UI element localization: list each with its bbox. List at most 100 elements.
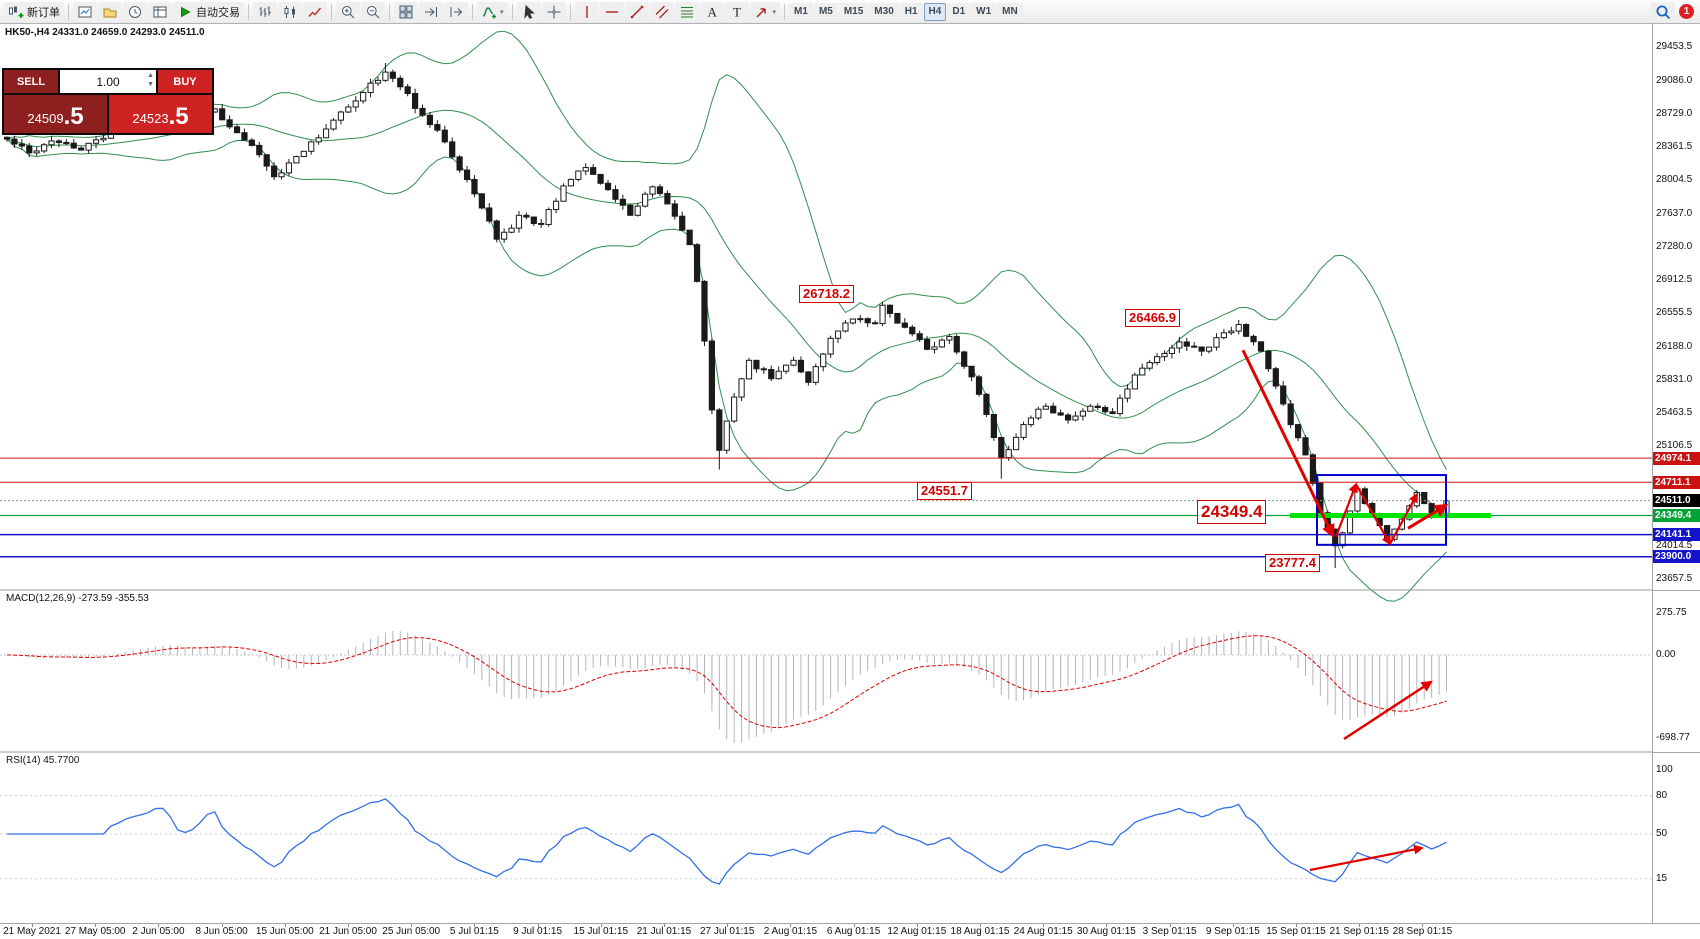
time-axis-tick bbox=[1359, 924, 1361, 927]
toolbar-market-watch-button[interactable] bbox=[123, 1, 147, 22]
time-axis-tick bbox=[284, 924, 286, 927]
sell-button[interactable]: SELL bbox=[4, 70, 58, 93]
toolbar-horizontal-line-button[interactable] bbox=[599, 1, 624, 22]
volume-stepper[interactable]: ▲ ▼ bbox=[147, 71, 154, 89]
timeframe-W1-button[interactable]: W1 bbox=[971, 2, 997, 21]
auto-trading-icon bbox=[181, 6, 191, 17]
volume-input[interactable]: 1.00 ▲ ▼ bbox=[60, 70, 156, 93]
stepper-down-icon[interactable]: ▼ bbox=[147, 81, 154, 88]
toolbar-channel-button[interactable] bbox=[649, 1, 674, 22]
toolbar-data-window-button[interactable] bbox=[148, 1, 172, 22]
rsi-axis-label: 80 bbox=[1656, 789, 1668, 801]
timeframe-H4-button[interactable]: H4 bbox=[923, 2, 947, 21]
notification-badge[interactable]: 1 bbox=[1679, 4, 1694, 19]
price-axis[interactable]: 29453.5 29086.0 28729.0 28361.5 28004.5 27637… bbox=[1652, 24, 1700, 923]
time-axis-label: 12 Aug 01:15 bbox=[887, 926, 947, 937]
price-axis-label: 25106.5 bbox=[1656, 440, 1693, 451]
main-toolbar: 新订单 自动交易 ▾ A T ▾ M1 M5 M15 M30 H1 H4 D1 W1 MN 1 bbox=[0, 0, 1700, 24]
time-axis-tick bbox=[537, 924, 539, 927]
timeframe-MN-button[interactable]: MN bbox=[997, 2, 1023, 21]
buy-price[interactable]: 24523.5 bbox=[109, 95, 212, 133]
toolbar-line-chart-button[interactable] bbox=[303, 1, 327, 22]
toolbar-crosshair-button[interactable] bbox=[541, 1, 566, 22]
toolbar-search-button[interactable] bbox=[1651, 1, 1675, 22]
stepper-up-icon[interactable]: ▲ bbox=[147, 72, 154, 79]
buy-button[interactable]: BUY bbox=[158, 70, 212, 93]
toolbar-bars-chart-button[interactable] bbox=[253, 1, 277, 22]
timeframe-M30-button[interactable]: M30 bbox=[869, 2, 899, 21]
time-axis-tick bbox=[221, 924, 223, 927]
time-axis-tick bbox=[32, 924, 33, 927]
trendline-icon bbox=[630, 5, 643, 18]
toolbar-fibonacci-button[interactable] bbox=[674, 1, 699, 22]
price-annotation[interactable]: 23777.4 bbox=[1265, 554, 1320, 573]
macd-indicator-label: MACD(12,26,9) -273.59 -355.53 bbox=[6, 593, 149, 604]
time-axis-label: 15 Sep 01:15 bbox=[1266, 926, 1326, 937]
price-annotation[interactable]: 26718.2 bbox=[799, 285, 854, 304]
toolbar-arrows-button[interactable]: ▾ bbox=[749, 1, 781, 22]
price-axis-label: 24014.5 bbox=[1656, 540, 1693, 552]
toolbar-auto-scroll-button[interactable] bbox=[419, 1, 443, 22]
toolbar-trendline-button[interactable] bbox=[624, 1, 649, 22]
price-axis-label: 28361.5 bbox=[1656, 141, 1693, 153]
toolbar-new-order-button[interactable]: 新订单 bbox=[4, 1, 64, 22]
price-chart-canvas[interactable] bbox=[0, 24, 1652, 923]
toolbar-vertical-line-button[interactable] bbox=[574, 1, 599, 22]
search-icon bbox=[1656, 5, 1671, 19]
new-chart-icon bbox=[78, 6, 92, 17]
time-axis-label: 15 Jun 05:00 bbox=[255, 926, 314, 937]
toolbar-right-group: 1 bbox=[1651, 1, 1696, 22]
toolbar-chart-shift-button[interactable] bbox=[444, 1, 468, 22]
time-axis-label: 3 Sep 01:15 bbox=[1142, 926, 1197, 937]
toolbar-candles-chart-button[interactable] bbox=[278, 1, 302, 22]
time-axis-tick bbox=[600, 924, 602, 927]
toolbar-profiles-button[interactable] bbox=[98, 1, 122, 22]
market-watch-icon bbox=[129, 5, 141, 18]
rsi-axis-label: 100 bbox=[1656, 764, 1673, 775]
data-window-icon bbox=[153, 6, 167, 17]
toolbar-tile-windows-button[interactable] bbox=[394, 1, 418, 22]
toolbar-auto-trading-button[interactable]: 自动交易 bbox=[173, 1, 244, 22]
toolbar-indicators-button[interactable]: ▾ bbox=[477, 1, 508, 22]
time-axis-label: 28 Sep 01:15 bbox=[1392, 926, 1453, 937]
line-chart-icon bbox=[308, 7, 322, 17]
toolbar-cursor-button[interactable] bbox=[516, 1, 541, 22]
time-axis-label: 21 May 2021 bbox=[3, 926, 61, 937]
price-axis-tag: 24711.1 bbox=[1653, 475, 1700, 489]
time-axis-label: 2 Aug 01:15 bbox=[763, 926, 818, 937]
price-axis-tag: 23900.0 bbox=[1653, 550, 1700, 564]
toolbar-button-label: 自动交易 bbox=[196, 6, 240, 19]
timeframe-D1-button[interactable]: D1 bbox=[947, 2, 971, 21]
toolbar-new-chart-button[interactable] bbox=[73, 1, 97, 22]
price-axis-label: 25831.0 bbox=[1656, 373, 1693, 385]
time-axis-tick bbox=[348, 924, 349, 927]
time-axis-label: 30 Aug 01:15 bbox=[1076, 926, 1136, 937]
price-axis-label: 29453.5 bbox=[1656, 41, 1693, 52]
cursor-icon bbox=[523, 4, 535, 19]
fibonacci-icon bbox=[680, 6, 693, 17]
time-axis[interactable]: 21 May 2021 27 May 05:00 2 Jun 05:00 8 Jun … bbox=[0, 923, 1700, 939]
price-axis-label: 29086.0 bbox=[1656, 74, 1693, 86]
price-annotation[interactable]: 24551.7 bbox=[917, 481, 972, 500]
candles-chart-icon bbox=[284, 5, 295, 18]
toolbar-separator bbox=[472, 3, 473, 20]
timeframe-H1-button[interactable]: H1 bbox=[899, 2, 923, 21]
chevron-down-icon: ▾ bbox=[500, 8, 504, 16]
timeframe-M15-button[interactable]: M15 bbox=[838, 2, 869, 21]
zoom-out-icon bbox=[367, 5, 380, 18]
price-annotation[interactable]: 26466.9 bbox=[1125, 309, 1180, 328]
toolbar-label-button[interactable]: T bbox=[724, 1, 749, 22]
time-axis-tick bbox=[411, 924, 413, 927]
rsi-axis-label: 15 bbox=[1656, 872, 1668, 884]
toolbar-zoom-out-button[interactable] bbox=[361, 1, 385, 22]
time-axis-label: 5 Jul 01:15 bbox=[449, 926, 499, 937]
price-axis-separator bbox=[1653, 752, 1700, 753]
time-axis-tick bbox=[790, 924, 792, 927]
toolbar-zoom-in-button[interactable] bbox=[336, 1, 360, 22]
toolbar-text-button[interactable]: A bbox=[699, 1, 724, 22]
timeframe-M1-button[interactable]: M1 bbox=[789, 2, 813, 21]
timeframe-M5-button[interactable]: M5 bbox=[813, 2, 838, 21]
price-annotation[interactable]: 24349.4 bbox=[1197, 500, 1267, 524]
sell-price[interactable]: 24509.5 bbox=[4, 95, 107, 133]
toolbar-separator bbox=[331, 3, 332, 20]
